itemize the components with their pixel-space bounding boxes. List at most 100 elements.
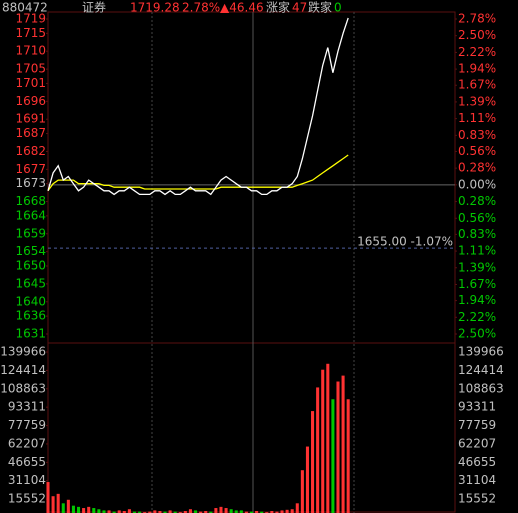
volume-tick-label: 46655: [8, 455, 46, 469]
y2-tick-label: 0.56%: [458, 211, 496, 225]
header-down-label: 跌家: [308, 0, 332, 15]
y2-tick-label: 0.28%: [458, 161, 496, 175]
volume-bar: [260, 511, 264, 513]
volume-bar: [285, 509, 289, 513]
volume-bar: [183, 510, 187, 513]
header-up-label: 涨家: [266, 0, 290, 15]
volume-bar: [209, 511, 213, 513]
y-tick-label: 1710: [15, 44, 46, 58]
y-tick-label: 1664: [15, 208, 46, 222]
volume-tick-label: 31104: [8, 473, 46, 487]
y-tick-label: 1654: [15, 244, 46, 258]
volume-bar: [117, 510, 121, 513]
volume-bar: [244, 511, 248, 513]
volume-bar: [173, 511, 177, 513]
y-tick-label: 1705: [15, 62, 46, 76]
volume-bar: [295, 503, 299, 513]
y2-tick-label: 0.83%: [458, 227, 496, 241]
volume-bar: [87, 506, 91, 513]
volume-bar: [234, 510, 238, 513]
y-tick-label: 1715: [15, 26, 46, 40]
y2-tick-label: 2.22%: [458, 310, 496, 324]
y-tick-label: 1691: [15, 112, 46, 126]
volume-tick-label: 77759: [8, 418, 46, 432]
volume-bar: [341, 375, 345, 513]
volume-tick-label: 108863: [0, 381, 46, 395]
header-name: 证券: [82, 0, 106, 15]
y2-tick-label: 0.28%: [458, 194, 496, 208]
volume-bar: [255, 510, 259, 513]
header-code: 880472: [2, 1, 48, 15]
volume-bar: [280, 510, 284, 513]
volume-bar: [56, 493, 60, 513]
volume-tick-label: 93311: [8, 400, 46, 414]
volume-tick-label-right: 62207: [458, 436, 496, 450]
y-tick-label: 1640: [15, 294, 46, 308]
volume-bar: [214, 508, 218, 513]
volume-bar: [321, 369, 325, 513]
volume-bar: [46, 482, 50, 513]
volume-bar: [331, 399, 335, 513]
volume-bar: [336, 381, 340, 513]
volume-tick-label: 139966: [0, 345, 46, 359]
volume-tick-label-right: 93311: [458, 400, 496, 414]
volume-bar: [107, 510, 111, 513]
annotation-label: 1655.00 -1.07%: [357, 235, 453, 249]
volume-bar: [311, 411, 315, 513]
volume-bar: [51, 496, 55, 513]
y2-tick-label: 1.39%: [458, 260, 496, 274]
volume-bar: [163, 511, 167, 513]
y-tick-label: 1636: [15, 309, 46, 323]
y2-tick-label: 2.50%: [458, 28, 496, 42]
y2-tick-label: 2.78%: [458, 12, 496, 26]
header-change: ▲46.46: [220, 1, 264, 15]
volume-bar: [158, 510, 162, 513]
y-tick-label: 1682: [15, 144, 46, 158]
volume-bar: [326, 363, 330, 513]
volume-tick-label-right: 77759: [458, 418, 496, 432]
y-tick-label: 1677: [15, 162, 46, 176]
volume-bar: [102, 510, 106, 513]
y2-tick-label: 2.22%: [458, 45, 496, 59]
volume-bar: [290, 509, 294, 513]
y2-tick-label: 1.67%: [458, 78, 496, 92]
volume-bar: [219, 506, 223, 513]
volume-bar: [188, 509, 192, 513]
volume-tick-label: 15552: [8, 492, 46, 506]
header-pct: 2.78%: [182, 1, 220, 15]
y-tick-label: 1701: [15, 76, 46, 90]
volume-bar: [71, 505, 75, 513]
price-line: [47, 17, 349, 196]
y2-tick-label: 2.50%: [458, 327, 496, 341]
y2-tick-label: 1.94%: [458, 293, 496, 307]
y-tick-label: 1687: [15, 126, 46, 140]
volume-bar: [239, 510, 243, 513]
volume-bar: [153, 510, 157, 513]
volume-tick-label-right: 46655: [458, 455, 496, 469]
volume-bar: [66, 499, 70, 513]
y-tick-label: 1650: [15, 258, 46, 272]
volume-bar: [97, 509, 101, 513]
volume-bar: [132, 511, 137, 513]
volume-bar: [92, 508, 96, 513]
y2-tick-label: 1.11%: [458, 111, 496, 125]
y2-tick-label: 0.56%: [458, 144, 496, 158]
y2-tick-label: 1.39%: [458, 94, 496, 108]
y2-tick-label: 0.00%: [458, 177, 496, 191]
volume-bar: [300, 470, 304, 513]
volume-bar: [138, 511, 142, 513]
volume-bar: [148, 511, 152, 513]
y-tick-label: 1719: [15, 12, 46, 26]
average-line: [47, 154, 349, 192]
volume-tick-label: 124414: [0, 363, 46, 377]
y-tick-label: 1673: [15, 176, 46, 190]
volume-bar: [76, 506, 81, 513]
volume-bar: [316, 387, 320, 513]
y2-tick-label: 1.67%: [458, 277, 496, 291]
y-tick-label: 1696: [15, 94, 46, 108]
volume-bar: [346, 399, 350, 513]
y2-tick-label: 1.94%: [458, 62, 496, 76]
y-tick-label: 1631: [15, 327, 46, 341]
frame: [47, 11, 456, 513]
